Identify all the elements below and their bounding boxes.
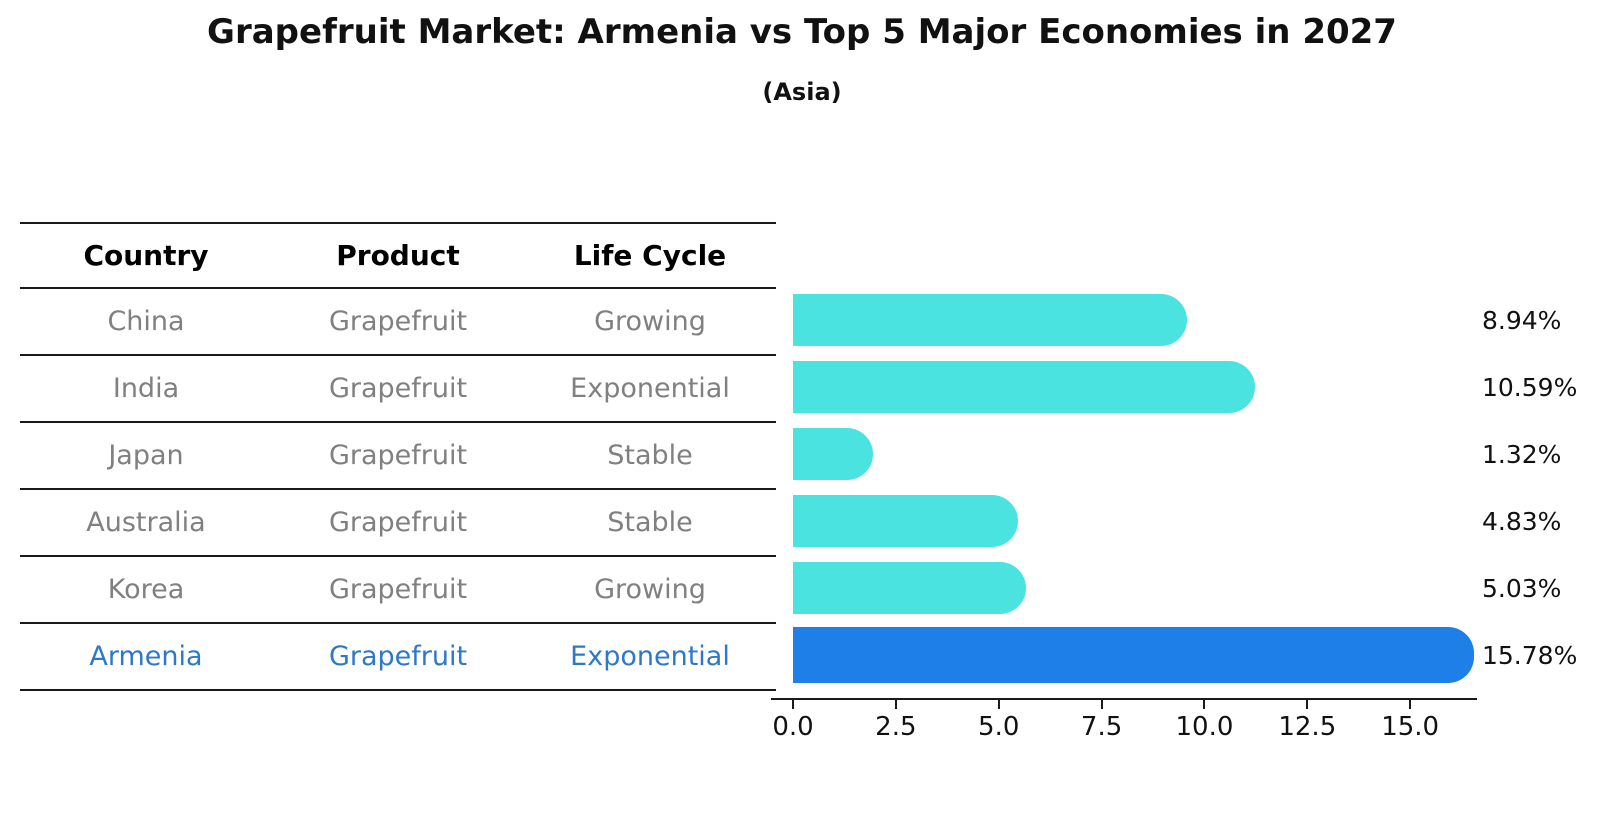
x-tick [894, 700, 897, 709]
chart-title: Grapefruit Market: Armenia vs Top 5 Majo… [207, 12, 1397, 52]
x-tick-label: 5.0 [978, 712, 1020, 742]
x-tick [792, 700, 794, 709]
value-label-korea: 5.03% [1482, 574, 1562, 603]
value-label-australia: 4.83% [1482, 507, 1562, 536]
bar-armenia [793, 627, 1475, 683]
chart-subtitle: (Asia) [762, 78, 842, 106]
cell-product: Grapefruit [328, 373, 468, 404]
value-label-japan: 1.32% [1482, 440, 1562, 469]
cell-country: China [107, 306, 185, 337]
table-row-korea: Korea Grapefruit Growing [20, 557, 776, 624]
column-header-country: Country [83, 239, 209, 272]
bar-row [793, 555, 1483, 622]
table-header-row: Country Product Life Cycle [20, 222, 776, 289]
x-tick-label: 0.0 [772, 712, 814, 742]
cell-product: Grapefruit [328, 306, 468, 337]
bar-plot-area [793, 287, 1483, 689]
table-row-india: India Grapefruit Exponential [20, 356, 776, 423]
cell-life-cycle: Growing [594, 574, 706, 605]
x-tick-label: 2.5 [875, 712, 917, 742]
x-tick-label: 12.5 [1278, 712, 1337, 742]
cell-country: India [112, 373, 180, 404]
bar-china [793, 294, 1187, 346]
cell-life-cycle: Stable [607, 507, 693, 538]
cell-product: Grapefruit [328, 507, 468, 538]
value-label-armenia: 15.78% [1482, 641, 1578, 670]
bar-row [793, 488, 1483, 555]
column-header-life-cycle: Life Cycle [573, 239, 727, 272]
table-row-australia: Australia Grapefruit Stable [20, 490, 776, 557]
bar-row [793, 622, 1483, 689]
column-header-product: Product [336, 239, 460, 272]
x-axis-ticks: 0.0 2.5 5.0 7.5 10.0 12.5 15.0 [772, 700, 1476, 750]
cell-country: Japan [108, 440, 184, 471]
x-tick [997, 700, 1000, 709]
cell-product: Grapefruit [328, 641, 468, 672]
table-row-china: China Grapefruit Growing [20, 289, 776, 356]
bar-japan [793, 428, 874, 480]
bar-row [793, 287, 1483, 354]
x-tick-label: 15.0 [1381, 712, 1440, 742]
bar-india [793, 361, 1255, 413]
x-axis-line [771, 698, 1477, 700]
comparison-table: Country Product Life Cycle China Grapefr… [20, 222, 776, 691]
bar-row [793, 421, 1483, 488]
cell-country: Australia [86, 507, 206, 538]
x-tick [1409, 700, 1412, 709]
value-label-india: 10.59% [1482, 373, 1578, 402]
value-label-china: 8.94% [1482, 306, 1562, 335]
x-tick [1203, 700, 1206, 709]
x-tick-label: 7.5 [1080, 712, 1123, 742]
bar-australia [793, 495, 1018, 547]
cell-life-cycle: Exponential [570, 641, 730, 672]
cell-country: Armenia [89, 641, 203, 672]
cell-life-cycle: Growing [594, 306, 706, 337]
x-tick [1100, 700, 1103, 709]
cell-product: Grapefruit [328, 574, 468, 605]
x-tick [1306, 700, 1309, 709]
bar-korea [793, 562, 1026, 614]
cell-life-cycle: Stable [607, 440, 693, 471]
table-row-armenia: Armenia Grapefruit Exponential [20, 624, 776, 691]
x-tick-label: 10.0 [1175, 712, 1234, 742]
cell-product: Grapefruit [328, 440, 468, 471]
value-labels: 8.94% 10.59% 1.32% 4.83% 5.03% 15.78% [1482, 287, 1577, 689]
cell-life-cycle: Exponential [570, 373, 730, 404]
bar-row [793, 354, 1483, 421]
table-row-japan: Japan Grapefruit Stable [20, 423, 776, 490]
cell-country: Korea [107, 574, 185, 605]
